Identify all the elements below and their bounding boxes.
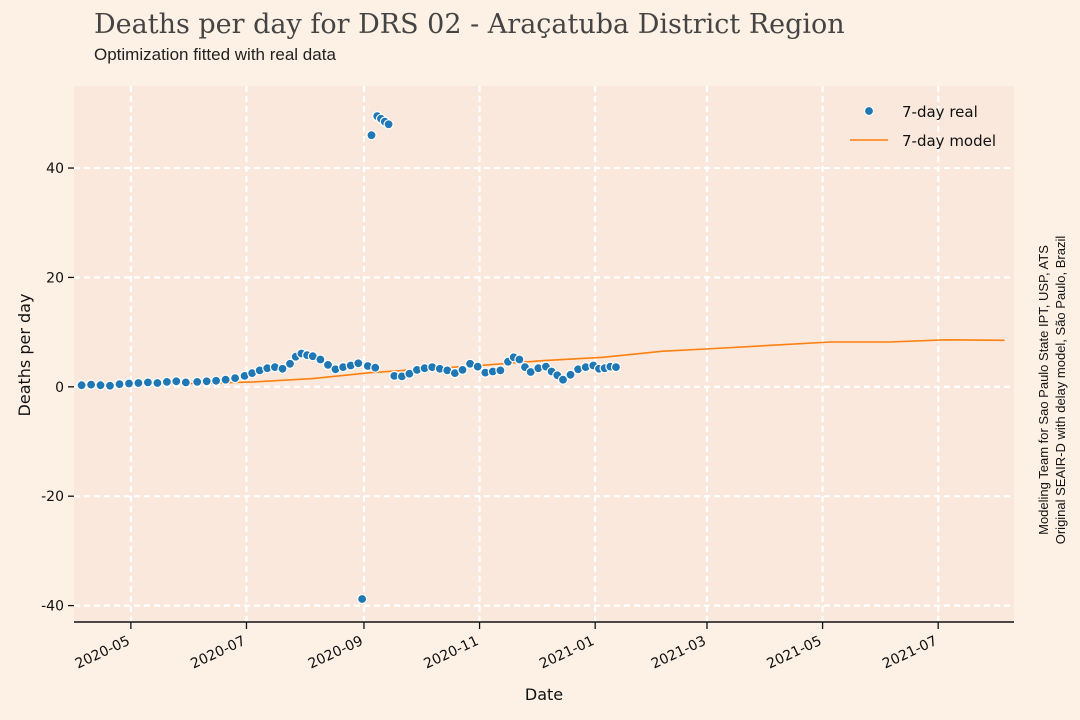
real-point [133, 377, 144, 389]
y-tick-label: -20 [41, 489, 64, 505]
legend-marker-real [863, 105, 875, 117]
real-point [565, 369, 576, 380]
real-point [76, 380, 87, 391]
plot-area [74, 86, 1014, 622]
y-tick-label: 40 [46, 161, 64, 177]
x-tick-label: 2020-11 [421, 633, 481, 672]
x-tick-label: 2020-07 [188, 633, 248, 672]
real-point [171, 376, 182, 387]
real-point [152, 377, 163, 389]
real-point [220, 374, 231, 385]
chart-subtitle: Optimization fitted with real data [94, 45, 336, 64]
y-axis-label: Deaths per day [15, 294, 34, 417]
real-point [201, 376, 212, 387]
real-point [95, 380, 106, 391]
real-point [123, 378, 135, 389]
x-tick-label: 2020-05 [73, 633, 133, 672]
real-point [315, 354, 326, 365]
real-point [180, 377, 191, 388]
real-point [383, 119, 394, 130]
real-point [495, 365, 506, 376]
grid [74, 86, 1014, 622]
real-point [557, 374, 569, 385]
real-point [192, 376, 203, 387]
real-point [211, 375, 222, 386]
real-point [353, 358, 364, 369]
legend-label-model: 7-day model [902, 132, 996, 150]
y-tick-label: 20 [46, 270, 64, 286]
y-axis-ticks: -40 -20 0 20 40 [41, 161, 74, 615]
real-point [85, 379, 97, 390]
real-point [366, 130, 377, 141]
credits: Modeling Team for Sao Paulo State IPT, U… [1036, 236, 1068, 545]
real-point [284, 358, 296, 369]
real-point [142, 377, 153, 388]
real-point [161, 376, 172, 387]
real-point [114, 379, 125, 390]
x-tick-label: 2021-07 [880, 633, 940, 672]
credit-line-2: Original SEAIR-D with delay model, São P… [1053, 236, 1068, 545]
real-point [370, 362, 381, 373]
real-point [277, 363, 288, 374]
x-axis-label: Date [525, 685, 563, 704]
real-point [514, 354, 525, 365]
x-tick-label: 2020-09 [306, 633, 366, 672]
real-point [357, 593, 368, 605]
real-point [610, 362, 622, 373]
real-point [457, 364, 468, 375]
chart-title: Deaths per day for DRS 02 - Araçatuba Di… [94, 9, 845, 40]
legend: 7-day real 7-day model [850, 103, 996, 150]
real-point [230, 373, 241, 384]
x-axis-ticks: 2020-05 2020-07 2020-09 2020-11 2021-01 2021-… [73, 622, 940, 672]
x-tick-label: 2021-01 [537, 633, 597, 672]
real-point [472, 361, 483, 372]
legend-label-real: 7-day real [902, 103, 978, 121]
real-point [322, 359, 334, 370]
real-series [76, 110, 622, 605]
y-tick-label: -40 [41, 599, 64, 615]
x-tick-label: 2021-05 [764, 633, 824, 672]
credit-line-1: Modeling Team for Sao Paulo State IPT, U… [1036, 245, 1051, 535]
x-tick-label: 2021-03 [649, 633, 709, 672]
real-point [104, 380, 116, 391]
y-tick-label: 0 [55, 380, 64, 396]
